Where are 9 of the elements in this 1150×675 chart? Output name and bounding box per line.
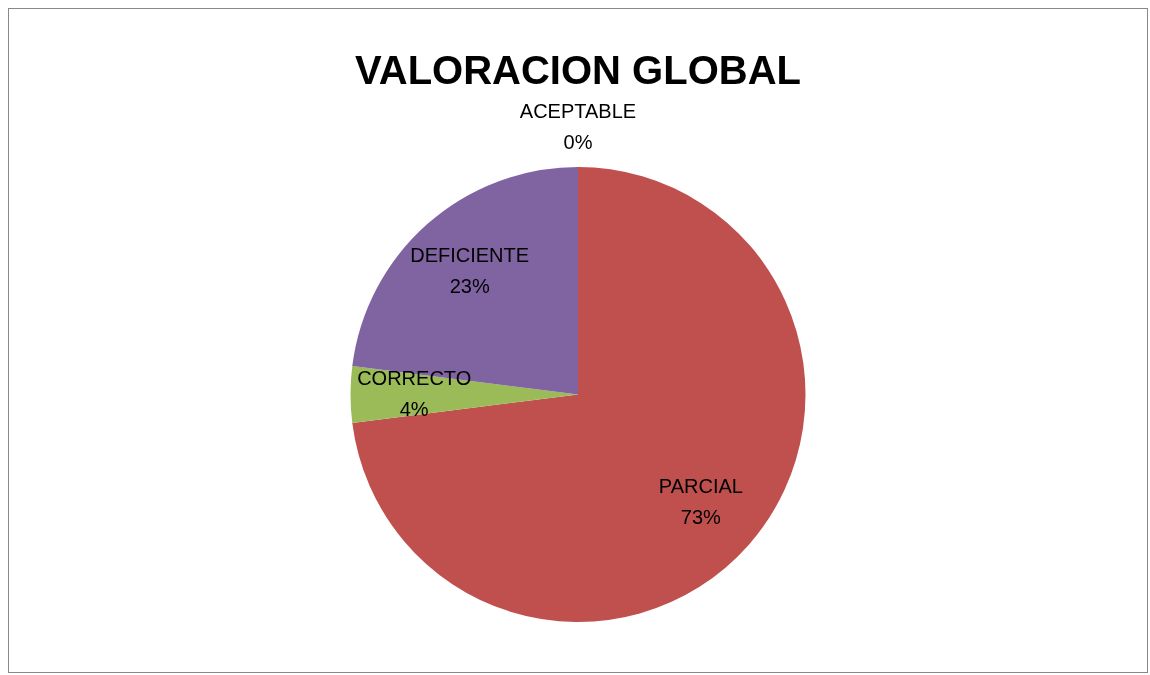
data-label: 4%: [399, 398, 429, 421]
slice-label: DEFICIENTE: [410, 244, 530, 267]
data-label: 73%: [680, 506, 722, 529]
category-label: ACEPTABLE: [519, 99, 637, 122]
text: 0%: [563, 130, 593, 153]
slice-label: PARCIAL: [658, 475, 743, 498]
slice-label: CORRECTO: [357, 367, 472, 390]
chart-title: VALORACION GLOBAL: [355, 48, 801, 93]
data-label: 23%: [449, 275, 490, 298]
